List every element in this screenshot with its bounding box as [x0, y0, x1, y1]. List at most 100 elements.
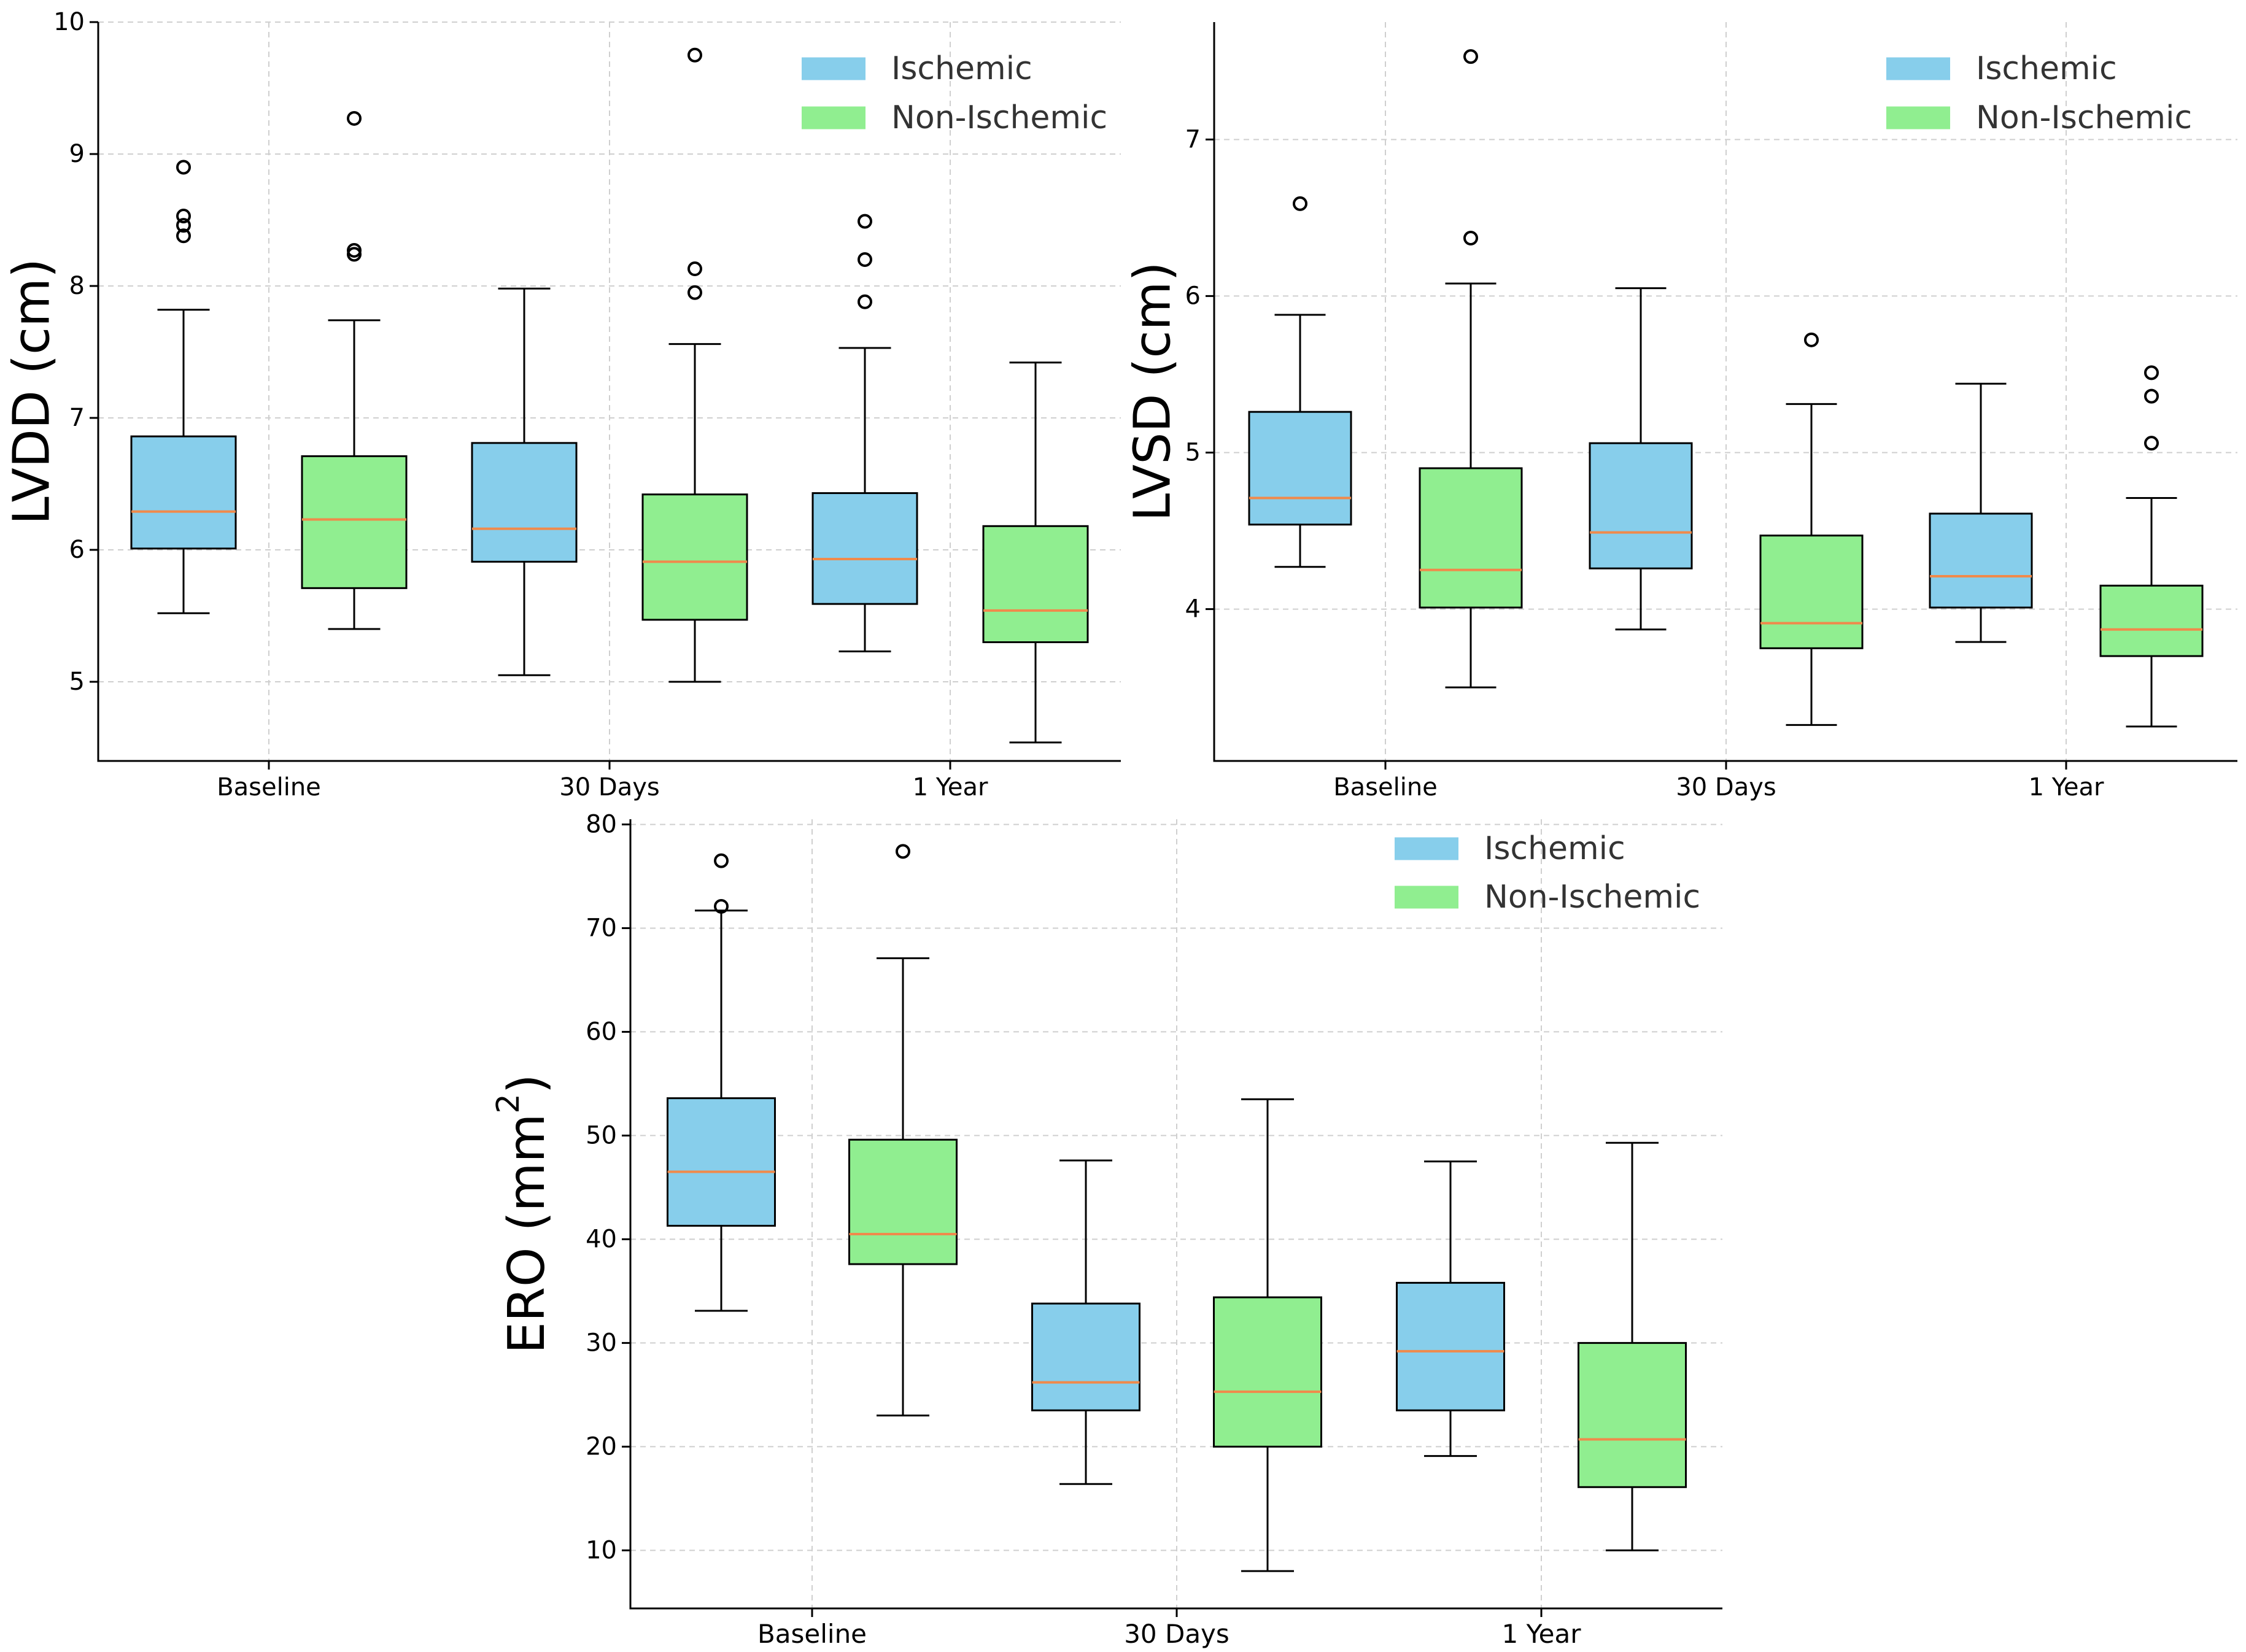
outlier-point	[1463, 231, 1478, 246]
outlier-point	[687, 261, 702, 277]
iqr-box	[811, 492, 918, 605]
outlier-point	[858, 252, 872, 267]
y-tick-label: 6	[69, 536, 85, 564]
x-tick-label: 30 Days	[1124, 1619, 1229, 1649]
legend-swatch-non-ischemic	[802, 106, 865, 129]
outlier-point	[896, 844, 910, 859]
axis-spines	[97, 22, 1121, 762]
box-non-ischemic-1-year	[2099, 365, 2204, 728]
outlier-point	[714, 853, 729, 868]
box-ischemic-baseline	[130, 160, 237, 614]
box-non-ischemic-1-year	[982, 361, 1089, 744]
iqr-box	[982, 525, 1089, 643]
outlier-point	[347, 110, 362, 126]
y-tick-label: 7	[69, 404, 85, 432]
box-ischemic-30-days	[1589, 287, 1693, 631]
legend-label-ischemic: Ischemic	[1976, 50, 2117, 87]
outlier-point	[1463, 49, 1478, 64]
box-non-ischemic-baseline	[848, 844, 958, 1417]
legend-label-ischemic: Ischemic	[1484, 830, 1625, 867]
iqr-box	[667, 1097, 776, 1227]
iqr-box	[848, 1138, 958, 1265]
legend-label-non-ischemic: Non-Ischemic	[1976, 99, 2192, 136]
outlier-point	[2144, 365, 2159, 380]
axis-spines	[629, 819, 1722, 1610]
outlier-point	[176, 228, 191, 244]
y-tick-label: 4	[1185, 595, 1201, 623]
axis-spines	[1213, 22, 2237, 762]
y-tick-label: 30	[586, 1329, 617, 1357]
x-tick-label: 30 Days	[559, 773, 659, 801]
box-ischemic-30-days	[1031, 1159, 1140, 1485]
chart-panel-1: 5 6 7 8 9 10 Baseline 30 Days 1 Year LVDD (cm) Isc…	[3, 8, 1121, 801]
outlier-point	[858, 294, 872, 309]
y-tick-label: 5	[1185, 438, 1201, 466]
iqr-box	[1248, 411, 1352, 526]
chart-panel-2: 4 5 6 7 Baseline 30 Days 1 Year LVSD (cm) Ischem…	[1124, 22, 2237, 801]
y-axis-label: LVDD (cm)	[3, 258, 61, 525]
legend-label-non-ischemic: Non-Ischemic	[1484, 879, 1700, 916]
outlier-point	[176, 218, 191, 233]
y-tick-label: 50	[586, 1121, 617, 1149]
box-non-ischemic-30-days	[1759, 332, 1864, 726]
outlier-point	[1804, 332, 1819, 347]
box-ischemic-baseline	[667, 853, 776, 1312]
box-ischemic-1-year	[811, 214, 918, 653]
y-tick-label: 70	[586, 914, 617, 942]
legend-swatch-ischemic	[1886, 57, 1950, 80]
chart-panel-3: 10 20 30 40 50 60 70 80 Baseline 30 Days 1 Year ERO…	[490, 810, 1722, 1649]
legend: Ischemic Non-Ischemic	[1395, 830, 1700, 916]
y-tick-label: 10	[586, 1536, 617, 1564]
y-tick-label: 5	[69, 668, 85, 696]
y-tick-label: 60	[586, 1017, 617, 1046]
legend: Ischemic Non-Ischemic	[802, 50, 1107, 136]
box-non-ischemic-30-days	[641, 47, 748, 683]
iqr-box	[1578, 1341, 1687, 1488]
iqr-box	[130, 435, 237, 550]
outlier-point	[687, 285, 702, 300]
iqr-box	[2099, 584, 2204, 657]
legend-swatch-ischemic	[1395, 837, 1458, 860]
outlier-point	[176, 160, 191, 175]
legend-label-ischemic: Ischemic	[891, 50, 1032, 87]
box-ischemic-1-year	[1929, 382, 2033, 643]
y-tick-label: 40	[586, 1225, 617, 1253]
y-tick-label: 7	[1185, 125, 1201, 153]
x-tick-label: Baseline	[1333, 773, 1438, 801]
iqr-box	[1031, 1302, 1140, 1411]
legend-swatch-non-ischemic	[1886, 106, 1950, 129]
x-tick-label: 30 Days	[1676, 773, 1776, 801]
iqr-box	[641, 493, 748, 621]
legend-swatch-ischemic	[802, 57, 865, 80]
legend-swatch-non-ischemic	[1395, 886, 1458, 909]
box-ischemic-1-year	[1396, 1160, 1505, 1457]
y-tick-label: 6	[1185, 282, 1201, 310]
x-tick-label: 1 Year	[1502, 1619, 1582, 1649]
x-tick-label: Baseline	[757, 1619, 867, 1649]
iqr-box	[301, 455, 408, 589]
box-non-ischemic-baseline	[301, 110, 408, 630]
outlier-point	[2144, 436, 2159, 451]
y-tick-label: 20	[586, 1432, 617, 1461]
outlier-point	[2144, 388, 2159, 404]
outlier-point	[687, 47, 702, 63]
legend-label-non-ischemic: Non-Ischemic	[891, 99, 1107, 136]
y-tick-label: 8	[69, 272, 85, 300]
outlier-point	[1293, 196, 1307, 211]
y-axis-label: LVSD (cm)	[1124, 262, 1182, 522]
y-axis-label: ERO (mm2)	[490, 1074, 556, 1354]
iqr-box	[1213, 1296, 1322, 1448]
outlier-point	[347, 242, 362, 258]
x-tick-label: 1 Year	[2029, 773, 2104, 801]
y-tick-label: 10	[53, 8, 85, 36]
outlier-point	[176, 209, 191, 224]
box-non-ischemic-baseline	[1419, 49, 1523, 689]
y-tick-label: 9	[69, 140, 85, 168]
iqr-box	[1929, 512, 2033, 609]
iqr-box	[1419, 467, 1523, 609]
iqr-box	[1759, 535, 1864, 649]
box-non-ischemic-30-days	[1213, 1098, 1322, 1572]
box-ischemic-30-days	[471, 287, 578, 676]
x-tick-label: Baseline	[217, 773, 321, 801]
